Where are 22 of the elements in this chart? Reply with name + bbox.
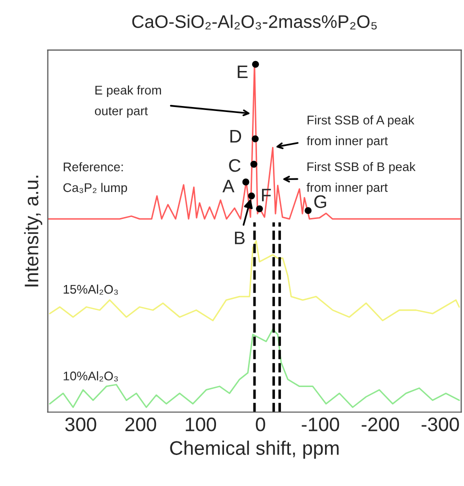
x-tick-label: 200	[125, 418, 156, 432]
annotation: First SSB of A peak from inner part	[306, 115, 414, 148]
x-tick-label: -200	[362, 418, 400, 432]
x-tick-label: 100	[186, 418, 216, 432]
x-tick-label: 0	[256, 418, 266, 432]
y-axis-title: Intensity, a.u.	[24, 176, 42, 286]
annotation: D	[230, 130, 242, 142]
annotation: A	[222, 180, 234, 192]
series-label: 15%Al₂O₃	[64, 284, 118, 295]
series-label: 10%Al₂O₃	[64, 371, 118, 382]
annotation: E	[238, 66, 248, 78]
annotation: C	[229, 159, 241, 172]
x-tick-label: 300	[65, 418, 96, 432]
annotation: B	[234, 232, 245, 244]
chart-title: CaO-SiO₂-Al₂O₃-2mass%P₂O₅	[132, 14, 377, 30]
series-label: Reference: Ca₃P₂ lump	[63, 162, 128, 195]
annotation: First SSB of B peak from inner part	[306, 162, 416, 194]
annotation: E peak from outer part	[94, 85, 161, 118]
x-tick-label: -300	[422, 418, 459, 432]
annotation: G	[314, 195, 326, 208]
x-tick-label: -100	[302, 418, 340, 432]
x-axis-title: Chemical shift, ppm	[170, 440, 339, 459]
